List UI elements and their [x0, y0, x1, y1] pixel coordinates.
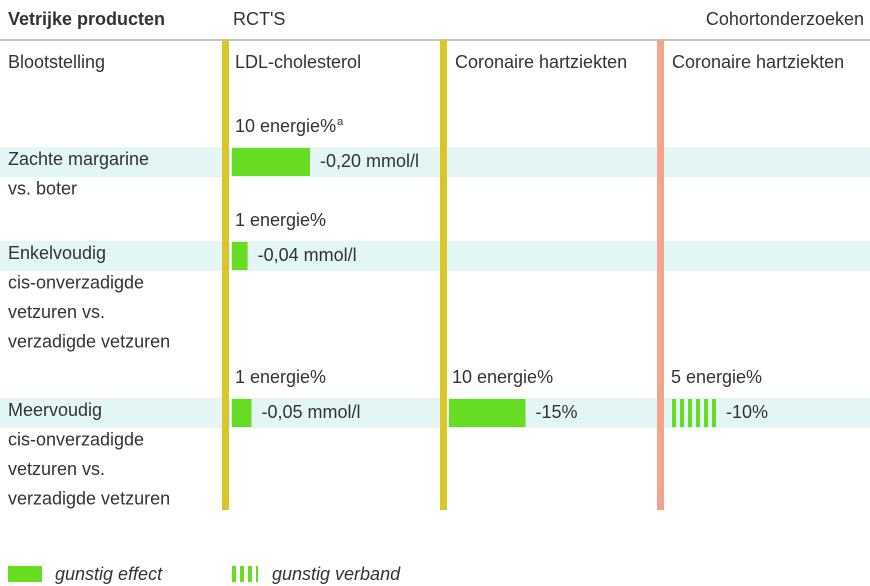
group-header: Cohortonderzoeken — [706, 9, 864, 29]
legend-label: gunstig effect — [55, 564, 163, 584]
effect-label: -0,20 mmol/l — [320, 151, 419, 171]
row-label: vs. boter — [8, 178, 77, 198]
effect-label: -15% — [536, 402, 578, 422]
column-header: Blootstelling — [8, 52, 105, 72]
row-label: cis-onverzadigde — [8, 429, 144, 449]
effect-bar — [232, 399, 252, 427]
column-divider — [222, 40, 229, 510]
dose-label: 1 energie% — [235, 367, 326, 387]
dose-label: 5 energie% — [671, 367, 762, 387]
column-header: Coronaire hartziekten — [455, 52, 627, 72]
row-label: Enkelvoudig — [8, 243, 106, 263]
dose-label: 10 energie% — [235, 116, 336, 136]
column-header: Coronaire hartziekten — [672, 52, 844, 72]
dose-label: 10 energie% — [452, 367, 553, 387]
dose-label: 1 energie% — [235, 210, 326, 230]
legend-label: gunstig verband — [272, 564, 401, 584]
effect-label: -0,05 mmol/l — [262, 402, 361, 422]
effect-label: -0,04 mmol/l — [258, 245, 357, 265]
column-header: LDL-cholesterol — [235, 52, 361, 72]
row-band — [0, 241, 870, 271]
title: Vetrijke producten — [8, 9, 165, 29]
row-label: verzadigde vetzuren — [8, 331, 170, 351]
legend-swatch — [8, 566, 42, 582]
row-label: vetzuren vs. — [8, 459, 105, 479]
row-label: Meervoudig — [8, 400, 102, 420]
effect-bar — [449, 399, 526, 427]
group-header: RCT'S — [233, 9, 285, 29]
column-divider — [440, 40, 447, 510]
effect-bar — [232, 242, 248, 270]
effect-bar — [668, 399, 716, 427]
row-band — [0, 147, 870, 177]
column-divider — [657, 40, 664, 510]
row-label: vetzuren vs. — [8, 302, 105, 322]
row-label: cis-onverzadigde — [8, 272, 144, 292]
effect-label: -10% — [726, 402, 768, 422]
effect-bar — [232, 148, 310, 176]
dose-note: a — [337, 116, 344, 128]
row-label: verzadigde vetzuren — [8, 488, 170, 508]
legend-swatch — [228, 566, 258, 582]
row-label: Zachte margarine — [8, 149, 149, 169]
row-band — [0, 398, 870, 428]
